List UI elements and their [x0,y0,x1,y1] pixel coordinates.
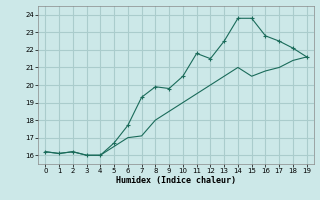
X-axis label: Humidex (Indice chaleur): Humidex (Indice chaleur) [116,176,236,185]
